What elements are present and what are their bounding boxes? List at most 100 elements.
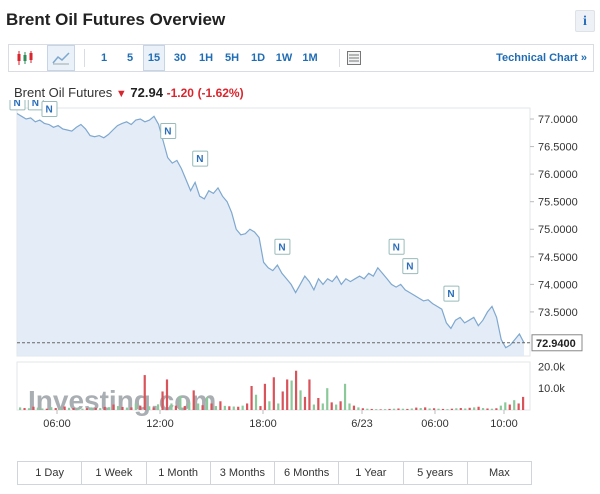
volume-bar (299, 390, 302, 410)
interval-button-1h[interactable]: 1H (198, 52, 214, 64)
volume-bar (250, 386, 253, 410)
volume-bar (424, 407, 427, 410)
interval-button-30[interactable]: 30 (173, 52, 187, 64)
interval-button-5[interactable]: 5 (126, 52, 134, 64)
range-button-3-months[interactable]: 3 Months (211, 462, 275, 484)
volume-bar (45, 408, 48, 410)
volume-bar (263, 383, 267, 410)
range-button-max[interactable]: Max (488, 467, 510, 479)
volume-bar (517, 403, 520, 410)
watermark-logo: Investing.com (28, 385, 216, 416)
interval-button-5h[interactable]: 5H (224, 52, 240, 64)
volume-bar (464, 408, 467, 410)
interval-button-1m[interactable]: 1M (302, 52, 318, 64)
news-marker: N (14, 100, 21, 109)
volume-bar (486, 408, 489, 410)
volume-bar (214, 406, 218, 410)
volume-bar (241, 405, 244, 410)
volume-bar (375, 409, 378, 410)
volume-bar (508, 404, 511, 410)
volume-bar (67, 407, 71, 410)
x-tick-label: 18:00 (249, 418, 277, 430)
volume-bar (326, 388, 329, 410)
volume-bar (401, 408, 405, 410)
range-button-1-week[interactable]: 1 Week (82, 462, 147, 484)
range-button-1-month[interactable]: 1 Month (147, 462, 211, 484)
volume-bar (392, 408, 396, 410)
volume-bar (161, 391, 164, 410)
volume-bar (481, 408, 485, 410)
volume-bar (63, 406, 66, 410)
range-button-6-months[interactable]: 6 Months (275, 462, 340, 484)
chart-toolbar: 1 5 15 30 1H 5H 1D 1W 1M Technical Chart » (8, 44, 594, 72)
range-button-1-year[interactable]: 1 Year (339, 462, 404, 484)
x-tick-label: 6/23 (351, 418, 372, 430)
volume-bar (473, 407, 476, 410)
volume-bar (303, 396, 307, 410)
volume-bar (165, 379, 169, 410)
news-marker-box (443, 285, 460, 302)
volume-bar (415, 407, 418, 410)
area-chart-icon[interactable] (47, 45, 75, 71)
volume-bar (259, 406, 262, 410)
news-marker-box (41, 101, 58, 118)
interval-button-1w[interactable]: 1W (275, 52, 293, 64)
volume-bar (19, 407, 22, 410)
volume-bar (59, 408, 62, 410)
interval-button-1[interactable]: 1 (100, 52, 108, 64)
volume-bar (499, 405, 502, 410)
volume-bar (130, 407, 133, 410)
volume-bar (148, 406, 151, 410)
news-marker-box (192, 150, 209, 167)
volume-bar (36, 407, 40, 410)
news-marker-box (160, 123, 177, 140)
interval-button-1d[interactable]: 1D (250, 52, 266, 64)
volume-bar (450, 408, 453, 410)
range-button-1-day[interactable]: 1 Day (18, 462, 83, 484)
volume-tick-label: 10.0k (538, 383, 565, 395)
candlestick-icon[interactable] (13, 45, 37, 71)
volume-bar (330, 402, 333, 410)
price-chart[interactable]: Investing.com 77.0000 76.5000 76.0000 75.500… (0, 100, 600, 440)
time-range-selector: 1 Day 1 Week 1 Month 3 Months 6 Months 1 Year… (17, 461, 532, 485)
instrument-name: Brent Oil Futures (14, 85, 113, 100)
news-marker: N (406, 262, 413, 273)
range-button-5-years[interactable]: 5 years (404, 462, 468, 484)
technical-chart-link[interactable]: Technical Chart » (496, 52, 587, 64)
y-tick-label: 74.0000 (538, 279, 578, 291)
volume-bar (99, 408, 102, 410)
volume-bar (459, 408, 462, 410)
volume-bar (143, 375, 146, 410)
volume-bar (232, 406, 235, 410)
interval-button-15[interactable]: 15 (143, 45, 165, 71)
volume-bar (139, 405, 142, 410)
x-tick-label: 06:00 (43, 418, 71, 430)
news-marker: N (196, 154, 203, 165)
volume-bar (370, 408, 373, 410)
y-tick-label: 76.5000 (538, 142, 578, 154)
volume-bar (348, 403, 351, 410)
volume-bar (174, 405, 177, 410)
volume-bar (352, 405, 356, 410)
table-icon[interactable] (343, 45, 365, 71)
volume-bar (188, 402, 191, 410)
volume-bar (441, 408, 445, 410)
volume-bar (112, 404, 115, 410)
volume-bar (246, 403, 249, 410)
page-title: Brent Oil Futures Overview (6, 10, 226, 29)
volume-bar (201, 405, 204, 410)
news-marker-box (388, 238, 405, 255)
volume-bar (308, 379, 311, 410)
info-icon[interactable]: i (575, 10, 595, 32)
volume-bar (72, 408, 75, 410)
toolbar-separator (339, 49, 340, 67)
volume-bar (504, 402, 507, 410)
volume-bar (116, 406, 120, 410)
volume-bar (406, 408, 409, 410)
x-tick-label: 10:00 (490, 418, 518, 430)
news-marker: N (447, 289, 454, 300)
y-tick-label: 77.0000 (538, 114, 578, 126)
volume-bar (437, 408, 440, 410)
area-chart-icon-graphic (52, 52, 70, 65)
volume-bar (219, 401, 222, 410)
